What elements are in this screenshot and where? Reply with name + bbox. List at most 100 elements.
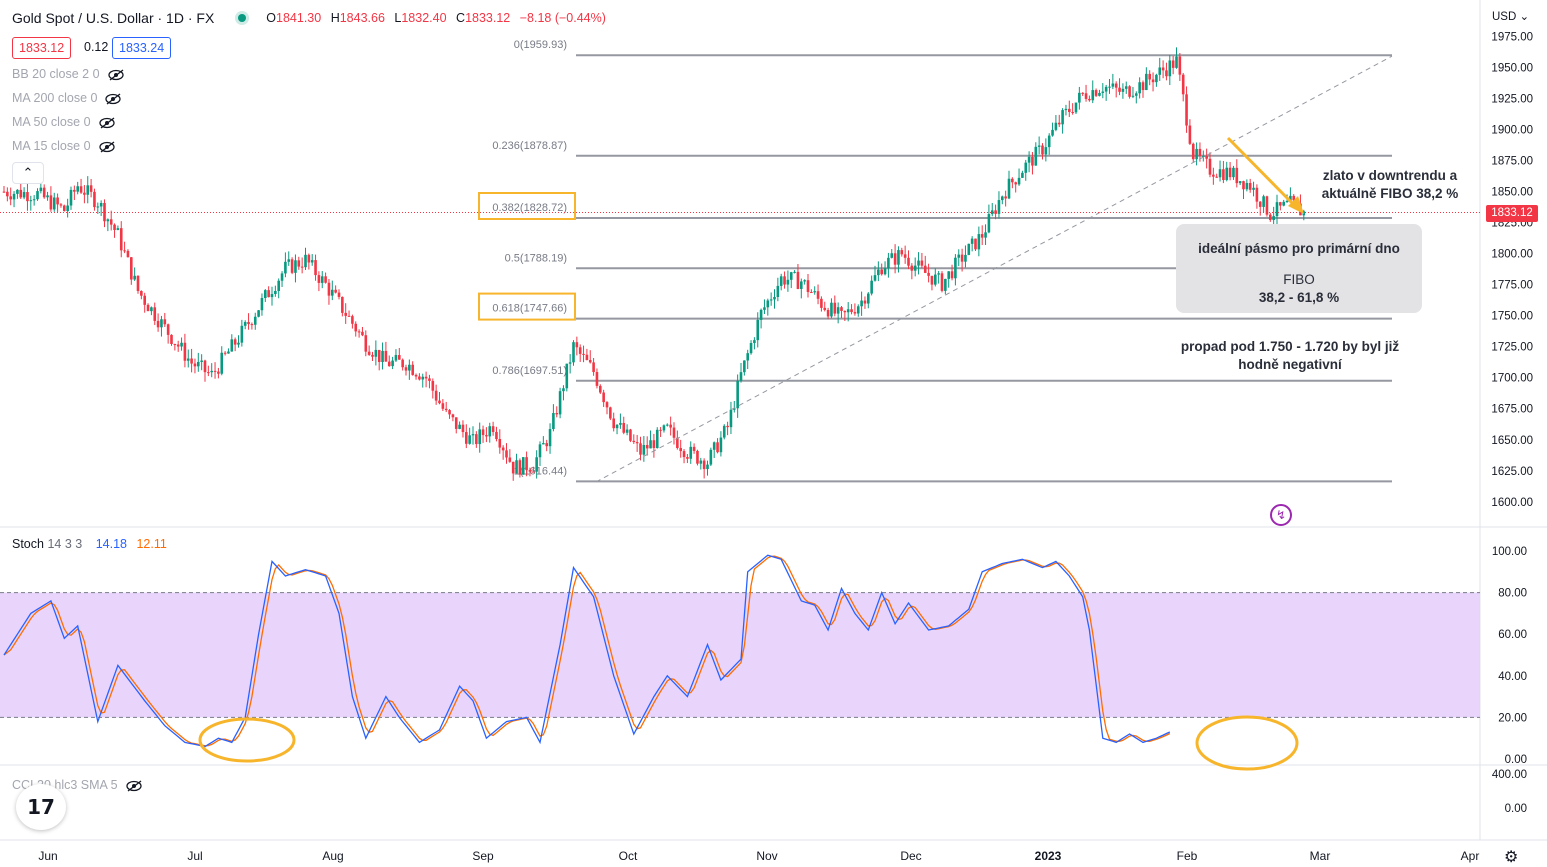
candle-body [247,322,250,325]
candle-body [642,445,646,455]
fibo-title: FIBO [1283,272,1315,287]
candle-body [836,307,840,314]
candle-body [682,451,686,458]
hidden-eye-icon[interactable] [125,780,142,792]
candle-body [709,449,713,465]
candle-body [1111,83,1115,87]
fib-level-label: 0(1959.93) [514,39,567,51]
tradingview-logo[interactable]: 17 [16,784,66,830]
candle-body [873,275,877,281]
gear-icon[interactable]: ⚙ [1504,849,1519,866]
candle-body [1131,95,1135,97]
candle-body [538,444,542,458]
candle-body [521,457,525,475]
candle-body [377,349,381,362]
candle-body [153,307,157,321]
candle-body [267,290,270,298]
candle-body [602,392,605,403]
lightning-icon[interactable]: ↯ [1270,504,1292,526]
candle-body [176,344,180,347]
ideal-zone-text: ideální pásmo pro primární dno [1198,241,1400,256]
candle-body [1141,82,1145,91]
candle-body [1161,67,1165,71]
candle-body [367,351,371,355]
candle-body [1232,167,1235,178]
stoch-tick-label: 80.00 [1498,588,1527,600]
candle-body [475,434,478,445]
sell-price-box[interactable]: 1833.12 [12,37,72,59]
candle-body [699,460,703,464]
candle-body [987,214,991,233]
time-tick-label: 2023 [1035,849,1062,863]
candle-body [364,335,368,352]
candle-body [1282,201,1285,206]
indicator-ma200[interactable]: MA 200 close 0 [12,91,122,105]
candle-body [109,219,113,225]
symbol-title[interactable]: Gold Spot / U.S. Dollar · 1D · FX [12,10,215,26]
candle-body [649,440,652,449]
candle-body [930,275,934,285]
price-tick-label: 1675.00 [1491,404,1533,416]
candle-body [9,196,12,200]
stoch-d-line [3,555,1171,747]
stoch-k-value: 14.18 [95,537,127,551]
candle-body [327,282,331,296]
candle-body [26,192,29,202]
candle-body [789,272,793,280]
candle-body [1248,183,1252,190]
hidden-eye-icon[interactable] [98,117,115,129]
stoch-legend[interactable]: Stoch 14 3 3 14.18 12.11 [12,537,167,551]
candle-body [160,319,163,328]
candle-body [893,253,897,265]
currency-selector[interactable]: USD ⌄ [1492,11,1530,23]
candle-body [622,422,626,433]
candle-body [63,205,66,212]
fib-level-label: 0.786(1697.51) [492,365,567,377]
candle-body [203,360,207,373]
candle-body [257,310,260,317]
candle-body [733,408,736,410]
candle-body [920,260,924,266]
time-tick-label: Aug [322,849,343,863]
candle-body [1178,56,1182,75]
hidden-eye-icon[interactable] [105,93,122,105]
indicator-bb[interactable]: BB 20 close 2 0 [12,67,124,81]
candle-body [454,417,458,429]
candle-body [274,290,277,295]
candle-body [351,316,354,324]
indicator-label: MA 50 close 0 [12,115,91,129]
candle-body [381,350,384,362]
collapse-legend-button[interactable]: ⌃ [12,162,44,184]
candle-body [897,250,900,265]
candle-body [883,268,887,275]
candle-body [1138,82,1141,94]
hidden-eye-icon[interactable] [107,69,124,81]
candle-body [1279,202,1282,206]
candle-body [1168,60,1172,77]
candle-body [12,193,16,200]
candle-body [1185,94,1188,126]
indicator-ma50[interactable]: MA 50 close 0 [12,115,115,129]
candle-body [880,269,883,275]
time-tick-label: Feb [1177,849,1198,863]
hidden-eye-icon[interactable] [98,141,115,153]
candle-body [840,307,843,311]
price-tick-label: 1875.00 [1491,156,1533,168]
candle-body [337,292,341,297]
candle-body [800,281,803,289]
candle-body [1027,156,1031,163]
candle-body [820,298,823,308]
candle-body [1044,147,1048,155]
candle-body [625,429,629,433]
candle-body [542,443,545,445]
candle-body [334,289,337,293]
candle-body [612,418,615,429]
buy-price-box[interactable]: 1833.24 [112,37,172,59]
candle-body [414,374,418,377]
candle-body [990,210,994,215]
indicator-ma15[interactable]: MA 15 close 0 [12,139,115,153]
candle-body [903,254,907,258]
change-value: −8.18 (−0.44%) [519,11,606,25]
candle-body [22,192,26,198]
